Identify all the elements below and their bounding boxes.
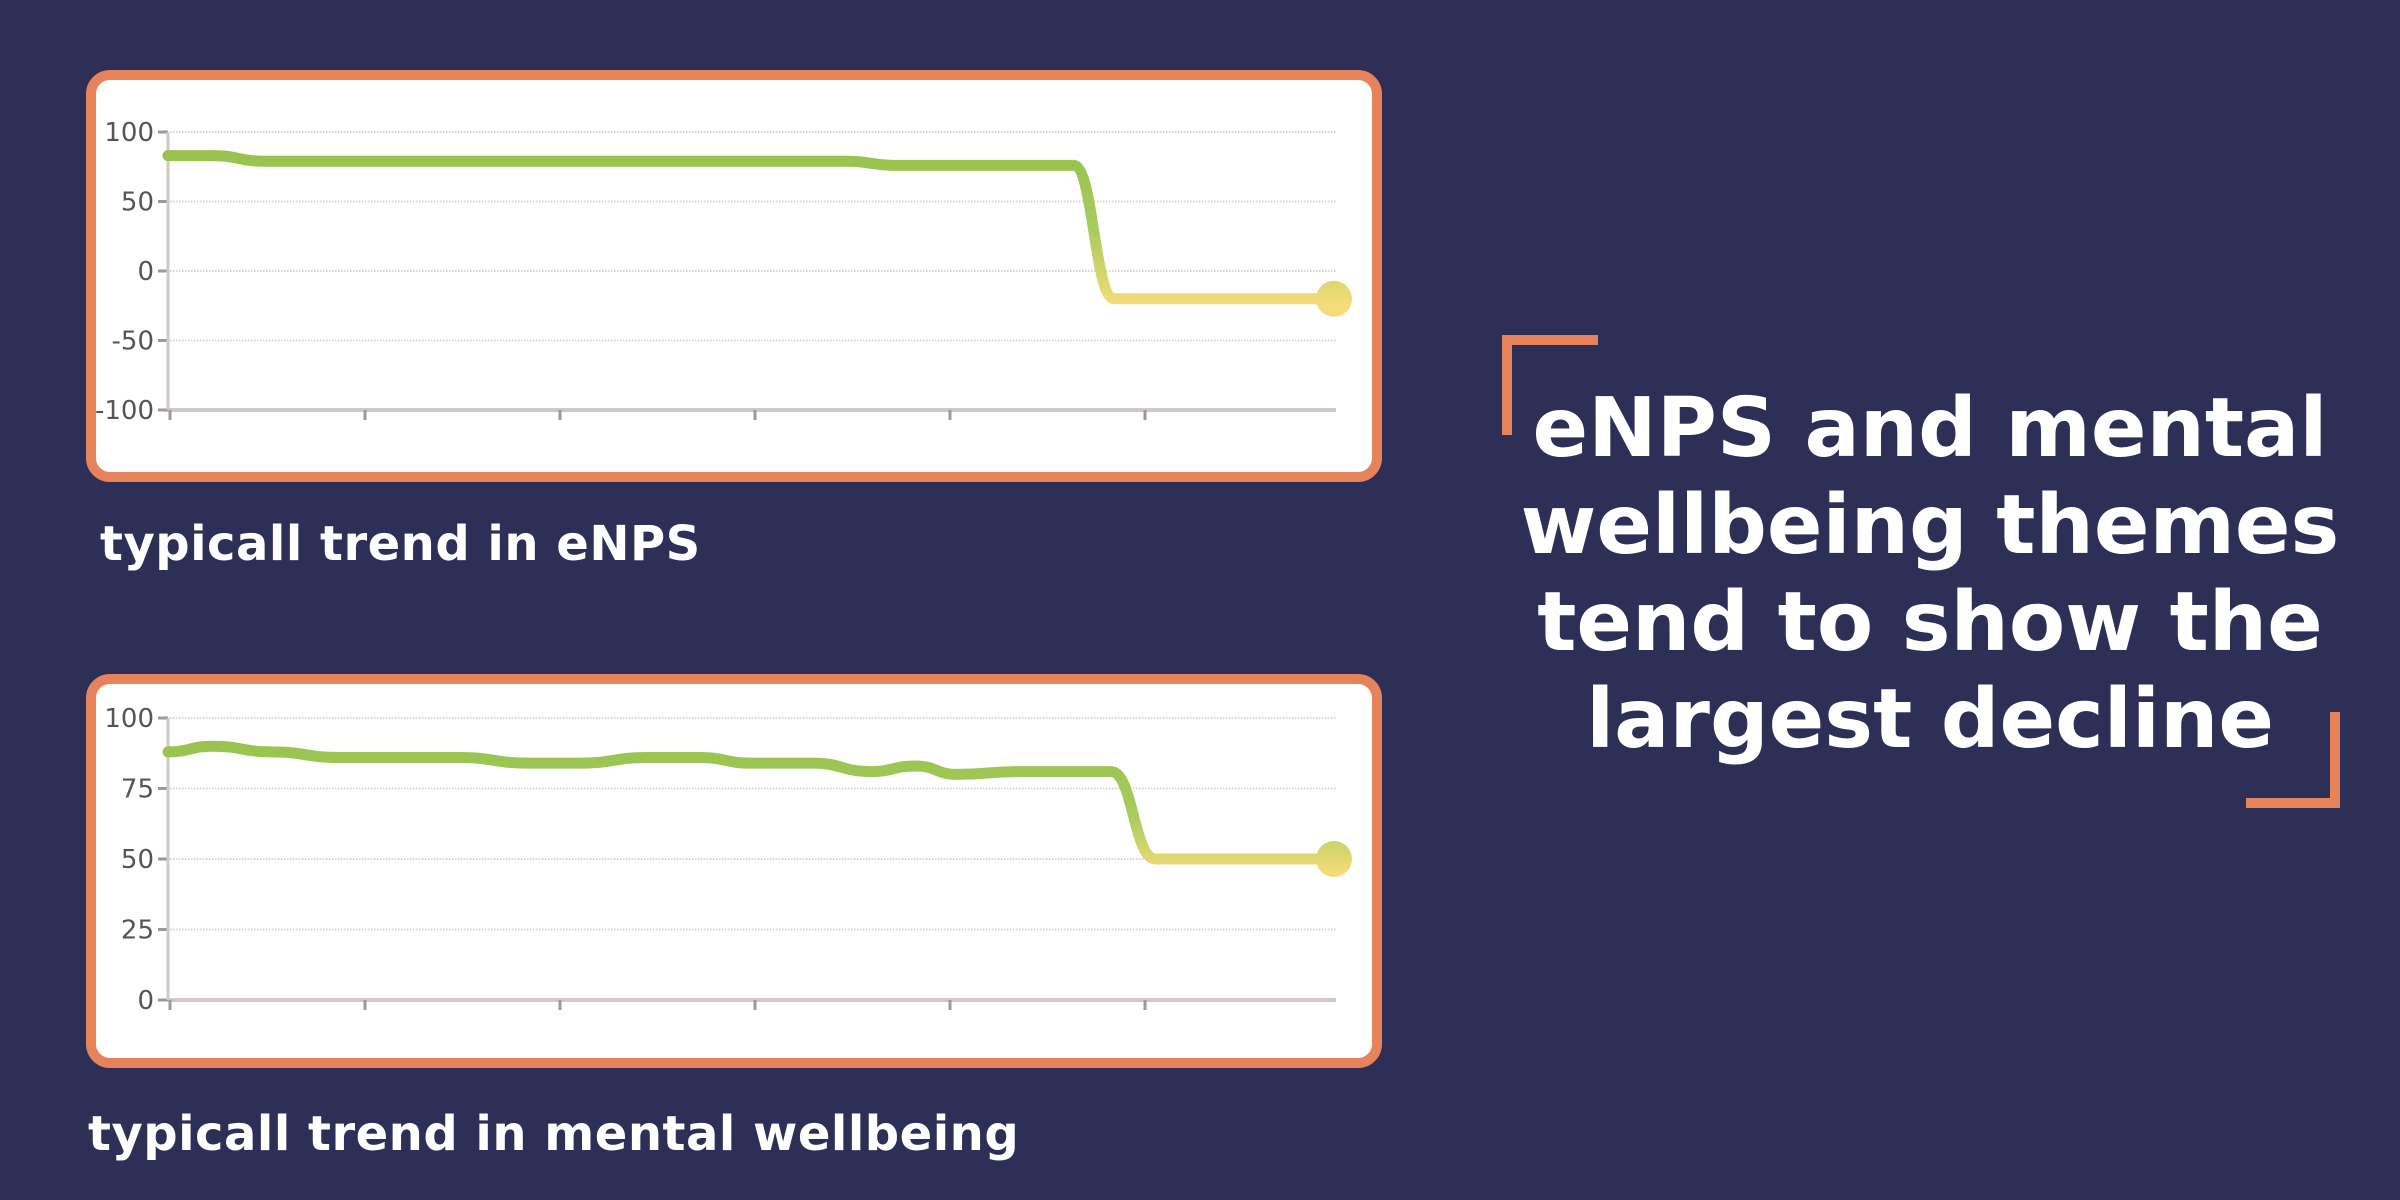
- enps-chart-caption: typicall trend in eNPS: [100, 516, 701, 572]
- svg-text:0: 0: [137, 257, 154, 287]
- headline-line-3: tend to show the: [1537, 575, 2323, 670]
- svg-text:-100: -100: [95, 396, 154, 426]
- svg-text:100: 100: [104, 118, 154, 148]
- svg-text:-50: -50: [112, 327, 154, 357]
- svg-text:75: 75: [121, 775, 154, 805]
- svg-text:0: 0: [137, 986, 154, 1016]
- svg-text:25: 25: [121, 916, 154, 946]
- headline-line-4: largest decline: [1586, 672, 2274, 767]
- headline-line-1: eNPS and mental: [1532, 381, 2328, 476]
- top-left-bracket: [1502, 335, 1598, 435]
- headline-line-2: wellbeing themes: [1520, 478, 2340, 573]
- enps-chart-card: 100 50 0 -50 -100: [86, 70, 1382, 482]
- svg-text:50: 50: [121, 845, 154, 875]
- wellbeing-chart-card: 100 75 50 25 0: [86, 674, 1382, 1068]
- bottom-right-bracket: [2246, 712, 2340, 808]
- wellbeing-chart-caption: typicall trend in mental wellbeing: [88, 1106, 1020, 1162]
- wellbeing-line-chart: 100 75 50 25 0: [104, 704, 1352, 1016]
- svg-text:100: 100: [104, 704, 154, 734]
- headline: eNPS and mental wellbeing themes tend to…: [1520, 380, 2340, 768]
- svg-text:50: 50: [121, 188, 154, 218]
- enps-line-chart: 100 50 0 -50 -100: [95, 118, 1352, 426]
